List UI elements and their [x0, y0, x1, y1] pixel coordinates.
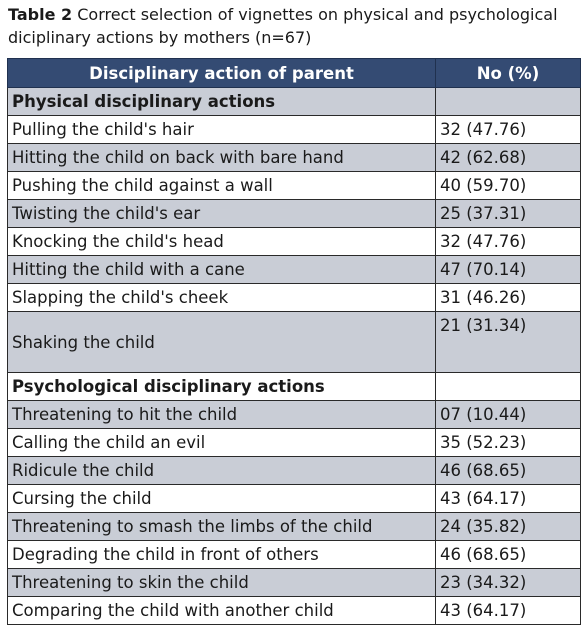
value-cell: 25 (37.31) — [435, 199, 581, 228]
table-row: Pushing the child against a wall 40 (59.… — [7, 171, 581, 200]
action-cell: Slapping the child's cheek — [7, 283, 436, 312]
table-row: Threatening to skin the child 23 (34.32) — [7, 568, 581, 597]
table-caption-label: Table 2 — [8, 5, 73, 24]
value-cell: 24 (35.82) — [435, 512, 581, 541]
table-row: Hitting the child with a cane 47 (70.14) — [7, 255, 581, 284]
value-cell: 32 (47.76) — [435, 115, 581, 144]
action-cell: Degrading the child in front of others — [7, 540, 436, 569]
table-caption: Table 2 Correct selection of vignettes o… — [8, 3, 583, 49]
action-cell: Cursing the child — [7, 484, 436, 513]
action-cell: Shaking the child — [7, 311, 436, 373]
value-cell: 46 (68.65) — [435, 540, 581, 569]
table-row: Pulling the child's hair 32 (47.76) — [7, 115, 581, 144]
action-cell: Pushing the child against a wall — [7, 171, 436, 200]
section-value-empty — [435, 87, 581, 116]
value-cell: 43 (64.17) — [435, 596, 581, 625]
action-cell: Knocking the child's head — [7, 227, 436, 256]
column-header-action: Disciplinary action of parent — [7, 58, 436, 88]
action-cell: Threatening to smash the limbs of the ch… — [7, 512, 436, 541]
table-row: Cursing the child 43 (64.17) — [7, 484, 581, 513]
section-value-empty — [435, 372, 581, 401]
value-cell: 43 (64.17) — [435, 484, 581, 513]
value-cell: 23 (34.32) — [435, 568, 581, 597]
table-header-row: Disciplinary action of parent No (%) — [7, 58, 581, 88]
table-row: Shaking the child 21 (31.34) — [7, 311, 581, 373]
value-cell: 40 (59.70) — [435, 171, 581, 200]
action-cell: Pulling the child's hair — [7, 115, 436, 144]
action-cell: Ridicule the child — [7, 456, 436, 485]
table-row: Slapping the child's cheek 31 (46.26) — [7, 283, 581, 312]
table-row: Knocking the child's head 32 (47.76) — [7, 227, 581, 256]
table-row: Hitting the child on back with bare hand… — [7, 143, 581, 172]
value-cell: 42 (62.68) — [435, 143, 581, 172]
table-caption-text: Correct selection of vignettes on physic… — [8, 5, 558, 47]
action-cell: Threatening to skin the child — [7, 568, 436, 597]
action-cell: Twisting the child's ear — [7, 199, 436, 228]
column-header-count: No (%) — [435, 58, 581, 88]
value-cell: 35 (52.23) — [435, 428, 581, 457]
value-cell: 31 (46.26) — [435, 283, 581, 312]
action-cell: Hitting the child on back with bare hand — [7, 143, 436, 172]
table-row: Calling the child an evil 35 (52.23) — [7, 428, 581, 457]
action-cell: Calling the child an evil — [7, 428, 436, 457]
action-cell: Hitting the child with a cane — [7, 255, 436, 284]
value-cell: 46 (68.65) — [435, 456, 581, 485]
section-header-row: Psychological disciplinary actions — [7, 372, 581, 401]
table-row: Twisting the child's ear 25 (37.31) — [7, 199, 581, 228]
value-cell: 07 (10.44) — [435, 400, 581, 429]
table-row: Comparing the child with another child 4… — [7, 596, 581, 625]
value-cell: 21 (31.34) — [435, 311, 581, 373]
value-cell: 32 (47.76) — [435, 227, 581, 256]
action-cell: Threatening to hit the child — [7, 400, 436, 429]
section-title: Psychological disciplinary actions — [7, 372, 436, 401]
table-row: Degrading the child in front of others 4… — [7, 540, 581, 569]
table-row: Threatening to smash the limbs of the ch… — [7, 512, 581, 541]
table-row: Threatening to hit the child 07 (10.44) — [7, 400, 581, 429]
section-title: Physical disciplinary actions — [7, 87, 436, 116]
value-cell: 47 (70.14) — [435, 255, 581, 284]
disciplinary-actions-table: Disciplinary action of parent No (%) Phy… — [7, 58, 581, 625]
action-cell: Comparing the child with another child — [7, 596, 436, 625]
table-row: Ridicule the child 46 (68.65) — [7, 456, 581, 485]
section-header-row: Physical disciplinary actions — [7, 87, 581, 116]
